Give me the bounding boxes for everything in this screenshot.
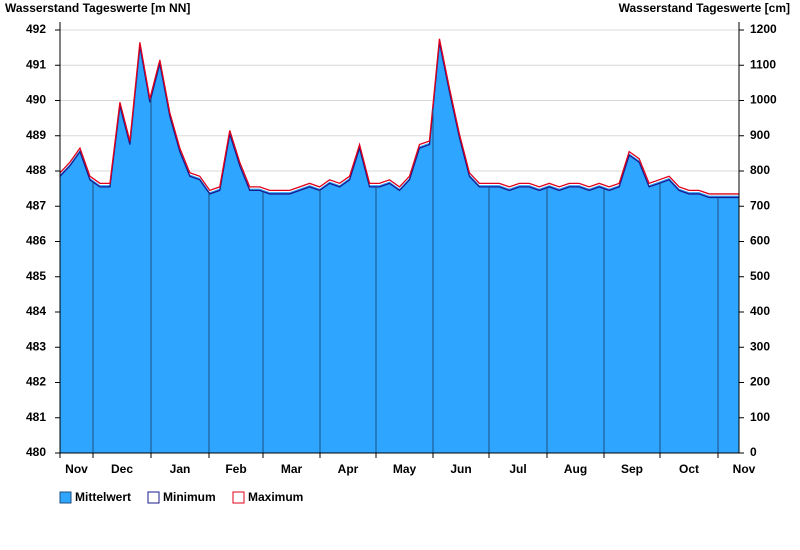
y-tick-label: 481 [26,410,46,424]
x-tick-label: Jun [450,462,471,476]
legend-swatch [59,491,72,504]
x-tick-label: Nov [733,462,756,476]
y2-tick-label: 1100 [750,57,776,71]
y2-tick-label: 1000 [750,93,777,107]
area [60,40,739,453]
x-tick-label: Sep [621,462,643,476]
legend-swatch [232,491,245,504]
y-tick-label: 483 [26,339,46,353]
y-tick-label: 484 [26,304,46,318]
line [59,42,739,199]
x-tick-label: May [393,462,417,476]
x-tick-label: Aug [564,462,587,476]
y2-tick-label: 900 [750,128,770,142]
y-tick-label: 490 [26,93,46,107]
y2-tick-label: 1200 [750,22,777,36]
y2-tick-label: 500 [750,269,770,283]
y2-tick-label: 200 [750,375,770,389]
legend-label: Mittelwert [75,490,131,504]
y-tick-label: 486 [26,234,46,248]
x-tick-label: Mar [281,462,303,476]
y-axis-title: Wasserstand Tageswerte [m NN] [5,1,190,15]
y2-axis-title: Wasserstand Tageswerte [cm] [619,1,790,15]
y2-tick-label: 600 [750,234,770,248]
x-tick-label: Apr [338,462,359,476]
x-tick-label: Nov [65,462,88,476]
y-tick-label: 489 [26,128,46,142]
y2-tick-label: 700 [750,198,770,212]
y2-tick-label: 400 [750,304,770,318]
y-tick-label: 492 [26,22,46,36]
y-tick-label: 480 [26,445,46,459]
x-tick-label: Oct [679,462,699,476]
y-tick-label: 491 [26,57,46,71]
line [59,38,739,195]
y-tick-label: 482 [26,375,46,389]
y-tick-label: 488 [26,163,46,177]
legend-label: Maximum [248,490,303,504]
y-tick-label: 485 [26,269,46,283]
y2-tick-label: 0 [750,445,757,459]
x-tick-label: Jul [509,462,526,476]
y-tick-label: 487 [26,198,46,212]
x-tick-label: Jan [170,462,191,476]
legend-label: Minimum [163,490,216,504]
y2-tick-label: 800 [750,163,770,177]
y2-tick-label: 100 [750,410,770,424]
y2-tick-label: 300 [750,339,770,353]
legend-swatch [147,491,160,504]
x-tick-label: Dec [111,462,133,476]
x-tick-label: Feb [225,462,246,476]
